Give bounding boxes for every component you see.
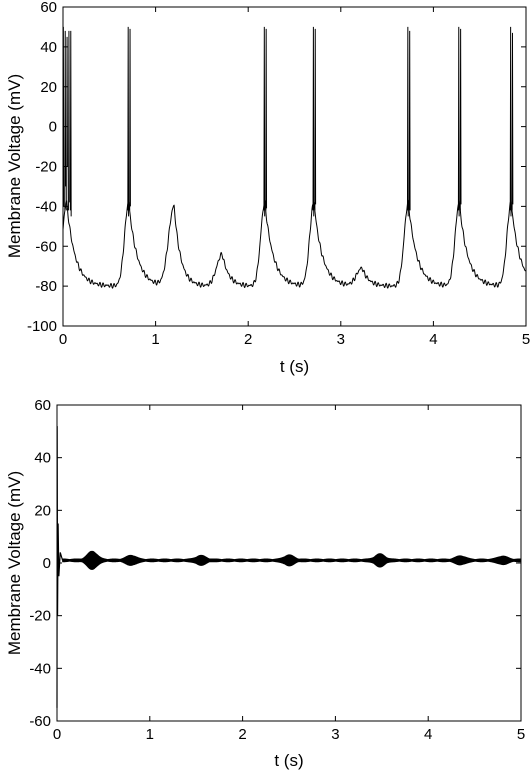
action-potential-spike bbox=[263, 26, 266, 217]
x-tick-label: 1 bbox=[146, 726, 154, 743]
bottom-x-axis-ticks: 0 1 2 3 4 5 bbox=[53, 405, 525, 743]
x-tick-label: 3 bbox=[337, 331, 345, 348]
y-tick-label: 60 bbox=[40, 0, 57, 16]
action-potential-spike bbox=[457, 26, 460, 217]
x-tick-label: 2 bbox=[244, 331, 252, 348]
action-potential-spike bbox=[127, 26, 130, 217]
x-tick-label: 4 bbox=[424, 726, 432, 743]
action-potential-spike bbox=[314, 28, 317, 211]
action-potential-spike bbox=[68, 30, 70, 211]
action-potential-spike bbox=[129, 28, 131, 211]
bottom-chart: 0 1 2 3 4 5 -60 -40 -20 0 20 40 60 t (s) Membrane V… bbox=[5, 397, 525, 770]
action-potential-spike bbox=[459, 28, 462, 211]
y-tick-label: 20 bbox=[34, 502, 51, 519]
action-potential-spike bbox=[66, 36, 68, 211]
bottom-voltage-trace bbox=[56, 426, 522, 708]
y-tick-label: 40 bbox=[34, 450, 51, 467]
x-tick-label: 3 bbox=[331, 726, 339, 743]
top-x-axis-ticks: 0 1 2 3 4 5 bbox=[59, 7, 530, 348]
top-plot-frame bbox=[62, 6, 527, 327]
action-potential-spike bbox=[406, 26, 409, 217]
x-tick-label: 0 bbox=[53, 726, 61, 743]
action-potential-spike bbox=[69, 30, 72, 217]
y-tick-label: 20 bbox=[40, 79, 57, 96]
y-tick-label: -20 bbox=[35, 159, 57, 176]
top-chart: 0 1 2 3 4 5 -100 -80 -60 -40 -20 0 20 40 60 t (s) Mem… bbox=[5, 0, 530, 376]
x-tick-label: 2 bbox=[238, 726, 246, 743]
action-potential-spike bbox=[408, 30, 411, 211]
top-subthreshold-trace bbox=[62, 199, 527, 289]
action-potential-spike bbox=[511, 32, 514, 211]
action-potential-spike bbox=[312, 26, 315, 217]
x-tick-label: 5 bbox=[517, 726, 525, 743]
y-tick-label: -40 bbox=[29, 660, 51, 677]
action-potential-spike bbox=[509, 26, 512, 217]
y-tick-label: -20 bbox=[29, 608, 51, 625]
initial-transient bbox=[56, 426, 64, 708]
top-voltage-trace bbox=[62, 26, 527, 289]
y-tick-label: 0 bbox=[43, 555, 51, 572]
bottom-y-axis-ticks: -60 -40 -20 0 20 40 60 bbox=[29, 397, 521, 730]
y-tick-label: -40 bbox=[35, 198, 57, 215]
bottom-x-axis-label: t (s) bbox=[274, 751, 303, 770]
x-tick-label: 4 bbox=[429, 331, 437, 348]
y-tick-label: 0 bbox=[49, 119, 57, 136]
y-tick-label: -60 bbox=[29, 713, 51, 730]
action-potential-spike bbox=[265, 28, 268, 211]
x-tick-label: 5 bbox=[522, 331, 530, 348]
action-potential-spike bbox=[64, 30, 67, 211]
y-tick-label: -80 bbox=[35, 278, 57, 295]
top-x-axis-label: t (s) bbox=[280, 357, 309, 376]
y-tick-label: -100 bbox=[27, 318, 57, 335]
y-tick-label: 40 bbox=[40, 39, 57, 56]
oscillation-trace bbox=[62, 550, 522, 570]
y-tick-label: 60 bbox=[34, 397, 51, 414]
top-y-axis-label: Membrane Voltage (mV) bbox=[5, 74, 24, 258]
top-y-axis-ticks: -100 -80 -60 -40 -20 0 20 40 60 bbox=[27, 0, 526, 335]
bottom-y-axis-label: Membrane Voltage (mV) bbox=[5, 471, 24, 655]
x-tick-label: 1 bbox=[151, 331, 159, 348]
y-tick-label: -60 bbox=[35, 238, 57, 255]
x-tick-label: 0 bbox=[59, 331, 67, 348]
